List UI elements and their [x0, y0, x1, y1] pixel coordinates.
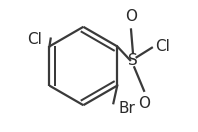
Text: Cl: Cl — [27, 32, 42, 47]
Text: O: O — [138, 96, 150, 111]
Text: Cl: Cl — [155, 39, 170, 54]
Text: O: O — [125, 9, 137, 24]
Text: Br: Br — [119, 101, 135, 116]
Text: S: S — [128, 53, 138, 68]
